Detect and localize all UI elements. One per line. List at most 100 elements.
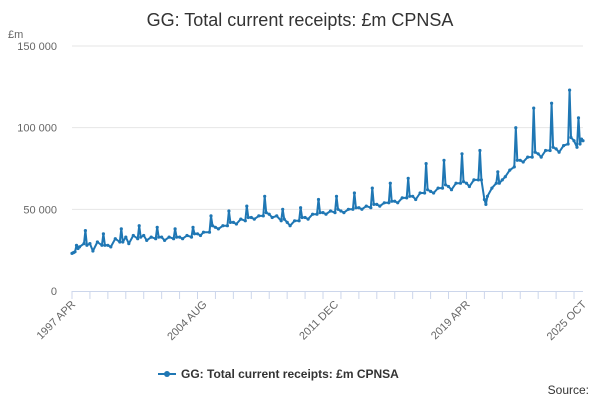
data-point — [472, 178, 476, 182]
data-point — [568, 88, 572, 92]
data-point — [424, 162, 428, 166]
data-point — [440, 186, 445, 190]
data-point — [364, 204, 368, 208]
data-point — [360, 207, 364, 211]
data-point — [279, 219, 283, 223]
data-point — [503, 175, 507, 179]
data-point — [316, 197, 321, 202]
data-point — [406, 176, 410, 180]
data-point — [192, 232, 197, 236]
data-point — [378, 204, 382, 208]
data-point — [228, 220, 232, 224]
data-point — [77, 245, 82, 249]
data-point — [369, 206, 373, 210]
legend[interactable]: GG: Total current receipts: £m CPNSA — [158, 367, 399, 381]
data-point — [207, 230, 212, 234]
data-point — [484, 202, 488, 206]
data-point — [221, 224, 225, 228]
data-point — [149, 235, 153, 239]
data-point — [201, 230, 206, 234]
data-point — [172, 237, 176, 241]
data-point — [388, 181, 392, 185]
data-point — [157, 235, 161, 239]
data-point — [454, 181, 458, 185]
data-point — [467, 184, 471, 189]
data-point — [109, 245, 113, 249]
data-point — [357, 206, 361, 210]
data-point — [512, 165, 516, 169]
data-point — [74, 243, 79, 247]
data-point — [119, 227, 123, 231]
data-point — [185, 233, 189, 238]
legend-label: GG: Total current receipts: £m CPNSA — [181, 367, 399, 381]
data-point — [432, 191, 436, 195]
data-point — [515, 158, 519, 162]
data-point — [578, 142, 582, 146]
data-point — [300, 215, 304, 220]
data-point — [195, 232, 200, 236]
data-point — [518, 158, 522, 162]
data-point — [370, 186, 374, 190]
data-point — [418, 191, 422, 195]
data-point — [178, 235, 182, 239]
data-point — [408, 194, 412, 198]
data-point — [281, 207, 285, 211]
data-point — [339, 209, 343, 213]
data-point — [411, 194, 415, 198]
data-point — [288, 224, 292, 228]
chart-title: GG: Total current receipts: £m CPNSA — [147, 10, 454, 30]
data-point — [216, 227, 220, 231]
data-point — [396, 201, 400, 205]
data-point — [213, 225, 217, 229]
data-point — [163, 238, 167, 242]
data-point — [554, 147, 558, 151]
data-point — [490, 186, 494, 190]
data-point — [382, 201, 386, 205]
data-point — [569, 135, 573, 140]
series-layer — [70, 88, 585, 255]
data-point — [393, 199, 397, 203]
data-point — [225, 224, 229, 228]
data-point — [82, 242, 86, 246]
data-point — [121, 240, 125, 244]
data-point — [275, 214, 279, 218]
x-tick-label: 2004 AUG — [165, 299, 209, 343]
data-point — [544, 148, 548, 153]
data-point — [142, 233, 146, 238]
data-point — [257, 214, 261, 218]
data-point — [95, 240, 99, 244]
data-point — [73, 250, 77, 254]
data-point — [429, 189, 433, 193]
data-point — [173, 227, 177, 231]
data-point — [311, 212, 315, 216]
x-tick-label: 2025 OCT — [545, 298, 590, 343]
data-point — [113, 237, 117, 241]
data-point — [324, 212, 328, 216]
source-label: Source: — [548, 383, 589, 397]
data-point — [426, 188, 430, 192]
data-point — [539, 155, 543, 159]
data-point — [106, 243, 110, 247]
data-point — [167, 235, 171, 239]
data-point — [282, 217, 286, 221]
data-point — [461, 180, 466, 184]
data-point — [458, 181, 463, 185]
data-point — [209, 214, 213, 218]
data-point — [245, 204, 249, 208]
data-point — [352, 191, 356, 195]
data-point — [124, 235, 128, 239]
data-point — [267, 212, 271, 216]
data-point — [103, 243, 107, 247]
data-point — [548, 148, 552, 153]
data-point — [423, 191, 427, 195]
data-point — [400, 196, 404, 200]
data-point — [464, 181, 469, 185]
data-point — [239, 217, 243, 221]
data-point — [246, 215, 250, 220]
data-point — [478, 148, 482, 153]
x-tick-label: 2019 APR — [429, 299, 473, 343]
data-point — [334, 194, 339, 198]
data-point — [354, 206, 358, 210]
data-point — [285, 220, 289, 224]
